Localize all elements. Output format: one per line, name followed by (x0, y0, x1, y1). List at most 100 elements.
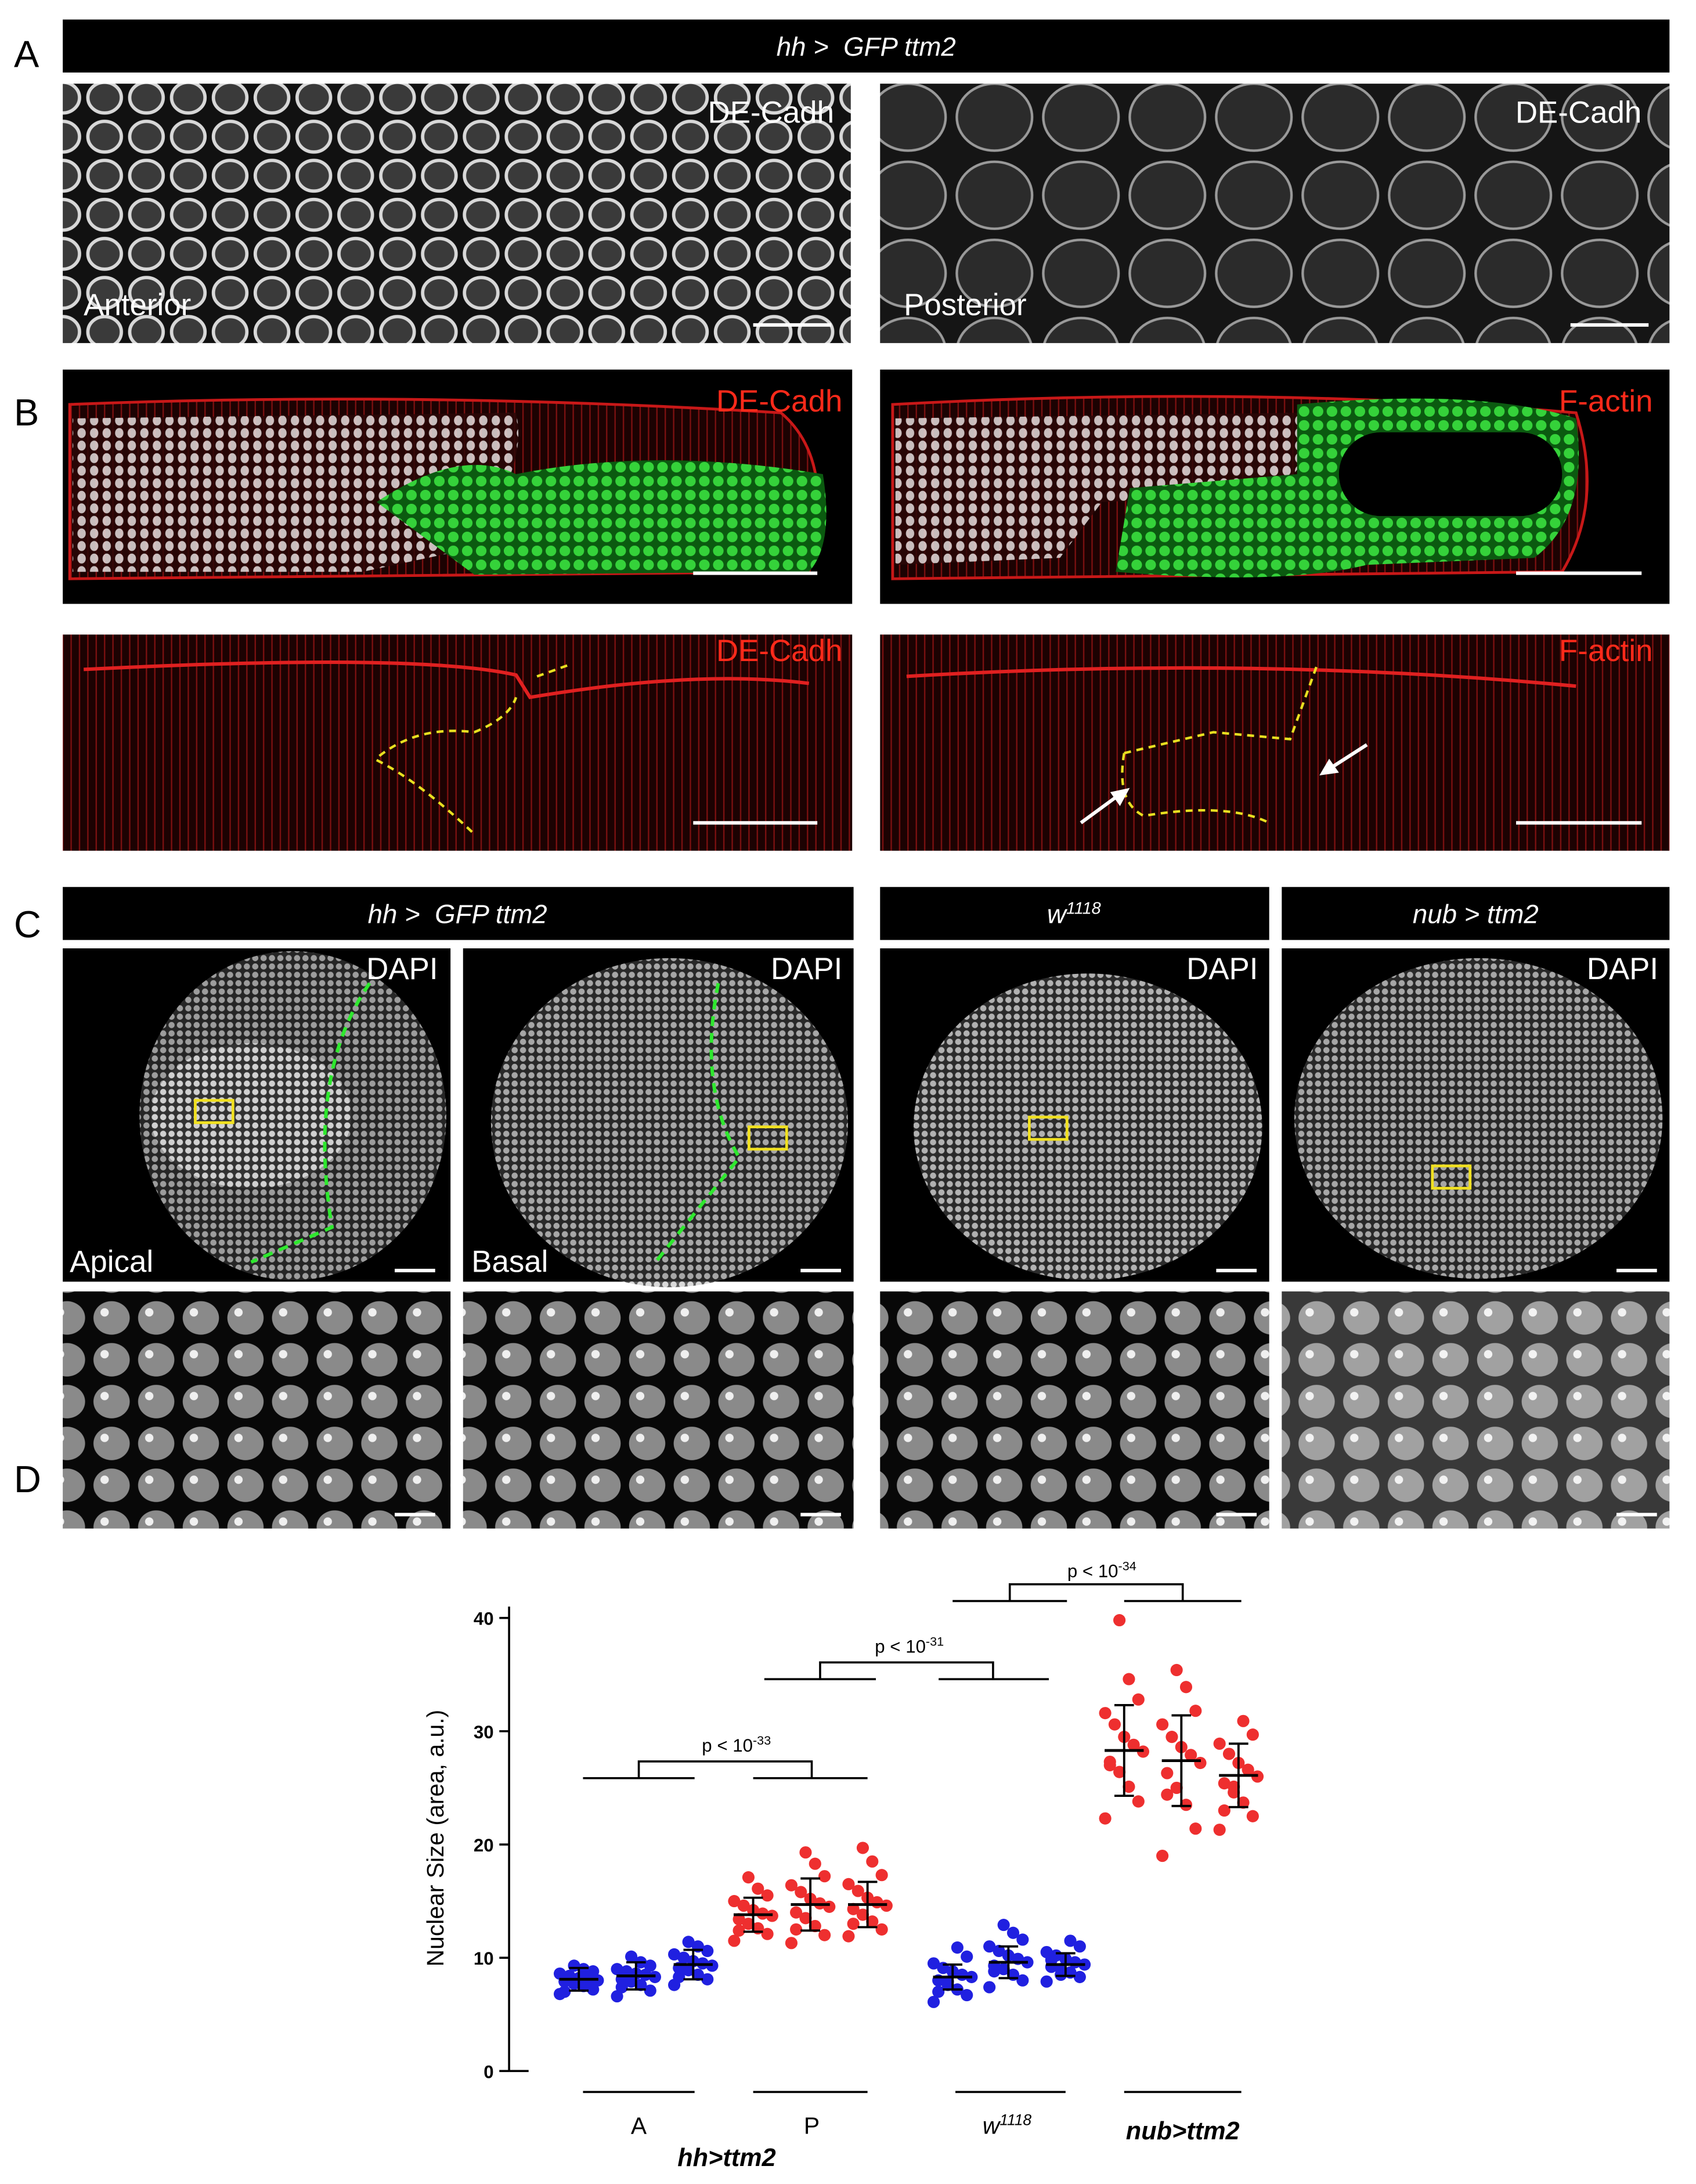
boundary (1121, 662, 1319, 824)
data-point (842, 1930, 855, 1943)
stain-label: DE-Cadh (708, 95, 834, 129)
data-point (866, 1855, 879, 1868)
data-point (795, 1886, 807, 1898)
data-point (1189, 1822, 1202, 1835)
data-point (1213, 1824, 1226, 1836)
disc (150, 1043, 352, 1189)
data-point (761, 1927, 774, 1940)
data-point (1045, 1954, 1058, 1966)
roi-box (194, 1099, 234, 1124)
data-point (1237, 1714, 1250, 1727)
data-point (790, 1906, 803, 1919)
data-point (1040, 1975, 1053, 1988)
data-point (932, 1986, 945, 1998)
data-point (728, 1895, 741, 1908)
data-point (1156, 1849, 1169, 1862)
header-bar (63, 887, 854, 940)
data-point (961, 1989, 973, 2002)
data-point (1064, 1934, 1077, 1947)
arrow (1110, 788, 1130, 806)
data-point (553, 1967, 566, 1980)
disc (490, 958, 848, 1287)
data-point (1123, 1673, 1135, 1685)
header-text: nub > ttm2 (1413, 900, 1539, 929)
panel-label: A (14, 33, 39, 75)
data-point (847, 1903, 860, 1915)
y-tick-label: 40 (474, 1609, 494, 1629)
data-point (790, 1923, 803, 1936)
data-point (847, 1918, 860, 1930)
data-point (799, 1846, 812, 1859)
y-tick-label: 10 (474, 1948, 494, 1969)
data-point (1113, 1766, 1126, 1778)
data-point (1179, 1799, 1193, 1811)
disc (913, 973, 1262, 1280)
micrograph (63, 634, 853, 851)
data-point (818, 1870, 831, 1883)
stain-label: DE-Cadh (1515, 95, 1641, 129)
panel-label: D (14, 1458, 41, 1500)
header-bar (63, 19, 1670, 73)
data-point (993, 1944, 1005, 1958)
y-tick-label: 0 (483, 2062, 493, 2082)
data-point (1073, 1970, 1086, 1983)
data-point (799, 1912, 812, 1925)
data-point (620, 1965, 633, 1978)
data-point (1161, 1767, 1174, 1779)
data-point (988, 1965, 1001, 1978)
data-point (1218, 1777, 1230, 1790)
region-label: Posterior (904, 288, 1027, 322)
stain-label: DAPI (366, 952, 438, 986)
region-label: Apical (70, 1244, 153, 1279)
data-point (809, 1919, 821, 1933)
data-point (941, 1975, 954, 1988)
roi-box (1431, 1164, 1472, 1190)
data-point (983, 1940, 996, 1953)
data-point (1103, 1759, 1116, 1771)
data-point (732, 1924, 745, 1937)
data-point (997, 1919, 1010, 1932)
data-point (1170, 1663, 1183, 1677)
data-point (1185, 1749, 1197, 1761)
data-point (732, 1913, 745, 1926)
stain-label: DAPI (771, 952, 842, 986)
data-point (737, 1899, 750, 1912)
data-point (1055, 1968, 1067, 1981)
data-point (1237, 1796, 1250, 1809)
data-point (1123, 1780, 1135, 1793)
region-label: Basal (471, 1244, 548, 1279)
data-point (1006, 1926, 1020, 1939)
genotype-label: hh>ttm2 (677, 2144, 775, 2172)
micrograph (880, 634, 1670, 851)
micrograph (463, 1291, 854, 1529)
data-point (1127, 1738, 1140, 1751)
boundary (654, 983, 742, 1264)
data-point (1113, 1614, 1126, 1627)
group-label: nub>ttm2 (1126, 2117, 1240, 2145)
data-point (1170, 1781, 1183, 1795)
header-text: hh > GFP ttm2 (368, 900, 547, 929)
stain-label: F-actin (1559, 634, 1653, 668)
p-value: p < 10 (1067, 1561, 1118, 1582)
data-point (625, 1950, 638, 1963)
data-point (1161, 1788, 1174, 1801)
data-point (682, 1964, 695, 1977)
micrograph (63, 84, 851, 344)
data-point (1194, 1756, 1207, 1770)
data-point (1073, 1940, 1086, 1953)
group-label: A (631, 2112, 647, 2139)
roi-box (747, 1125, 788, 1151)
data-point (1213, 1737, 1226, 1750)
micrograph (880, 1291, 1269, 1529)
data-point (1242, 1763, 1254, 1776)
data-point (866, 1915, 879, 1928)
lumen (1338, 432, 1563, 517)
data-point (1228, 1780, 1240, 1793)
data-point (728, 1934, 741, 1947)
scatter-plot: D Nuclear Size (area, a.u.) p < 10-33 p … (14, 1458, 1264, 2172)
bracket (764, 1661, 1049, 1680)
stain-label: DE-Cadh (716, 384, 842, 418)
data-point (1132, 1693, 1145, 1706)
panel-label: B (14, 391, 39, 434)
